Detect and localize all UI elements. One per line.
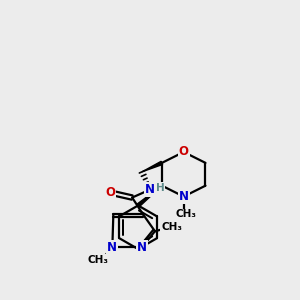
Text: O: O (179, 146, 189, 158)
Polygon shape (142, 161, 163, 172)
Text: H: H (155, 183, 164, 193)
Text: CH₃: CH₃ (88, 255, 109, 265)
Text: N: N (107, 241, 117, 254)
Text: N: N (179, 190, 189, 203)
Text: O: O (105, 186, 116, 199)
Text: N: N (145, 183, 155, 196)
Text: CH₃: CH₃ (175, 209, 196, 219)
Polygon shape (137, 186, 162, 207)
Text: N: N (137, 241, 147, 254)
Text: CH₃: CH₃ (161, 222, 182, 232)
